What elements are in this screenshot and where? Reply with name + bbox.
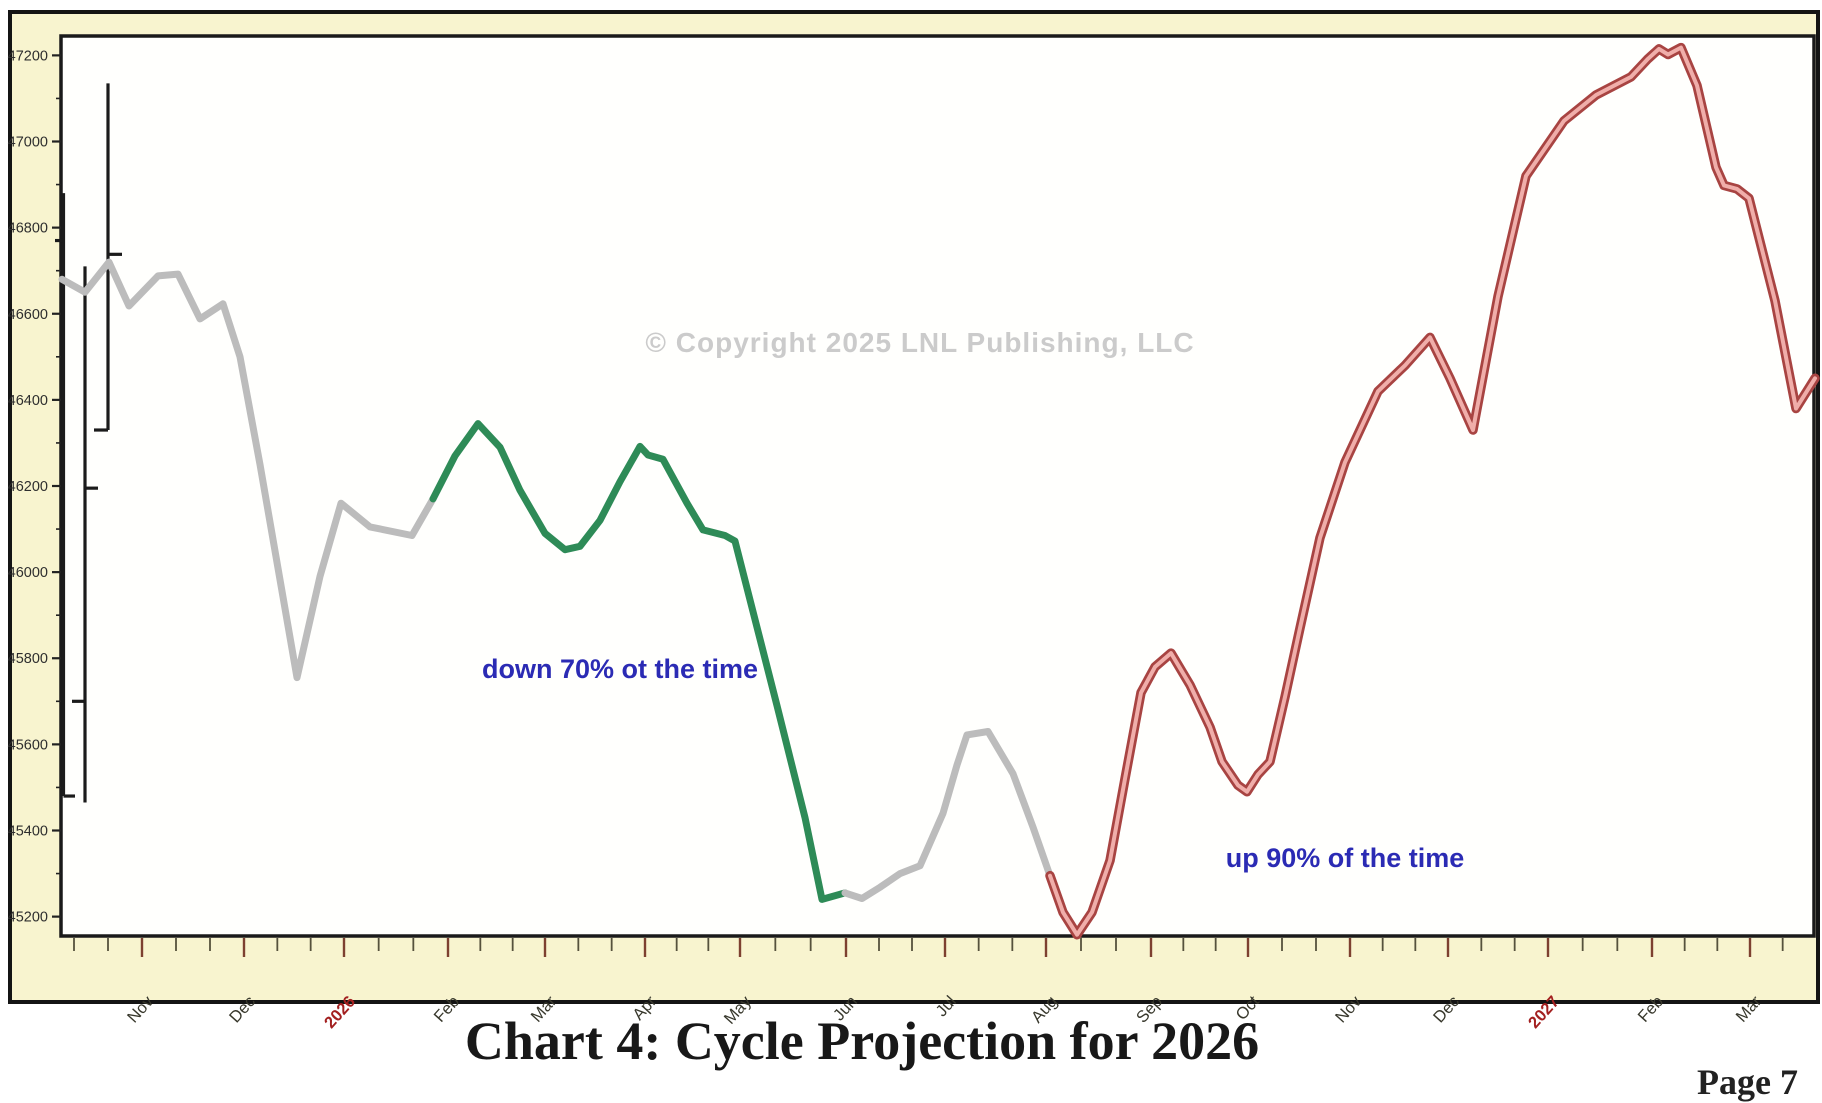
copyright-watermark: © Copyright 2025 LNL Publishing, LLC	[645, 327, 1195, 358]
actual-price-gray-1	[58, 258, 437, 682]
annotation-up-90: up 90% of the time	[1225, 843, 1465, 873]
y-axis-label: 47200	[8, 48, 48, 64]
y-axis-label: 45600	[8, 737, 48, 753]
page-number-label: Page 7	[1697, 1062, 1798, 1102]
cycle-projection-chart: 45200 45400 45600 45800 46000 46200 46400 46600…	[8, 10, 1820, 1032]
actual-price-gray-2	[841, 728, 1054, 902]
chart-title: Chart 4: Cycle Projection for 2026	[464, 1011, 1260, 1071]
plot-area	[59, 34, 1816, 938]
y-axis-label: 46400	[8, 393, 48, 409]
y-axis-label: 47000	[8, 135, 48, 151]
y-axis-label: 46200	[8, 479, 48, 495]
cycle-projection-up-red-inner-highlight	[1048, 45, 1817, 937]
y-axis-label: 46800	[8, 221, 48, 237]
y-axis-label: 46600	[8, 307, 48, 323]
annotation-down-70: down 70% ot the time	[481, 654, 759, 684]
y-axis-label: 45800	[8, 651, 48, 667]
page: { "page": { "title": "Chart 4: Cycle Pro…	[7, 10, 1820, 1102]
cycle-projection-down-green	[429, 420, 849, 903]
y-axis-label: 46000	[8, 565, 48, 581]
y-axis-label: 45200	[8, 910, 48, 926]
y-axis-label: 45400	[8, 823, 48, 839]
